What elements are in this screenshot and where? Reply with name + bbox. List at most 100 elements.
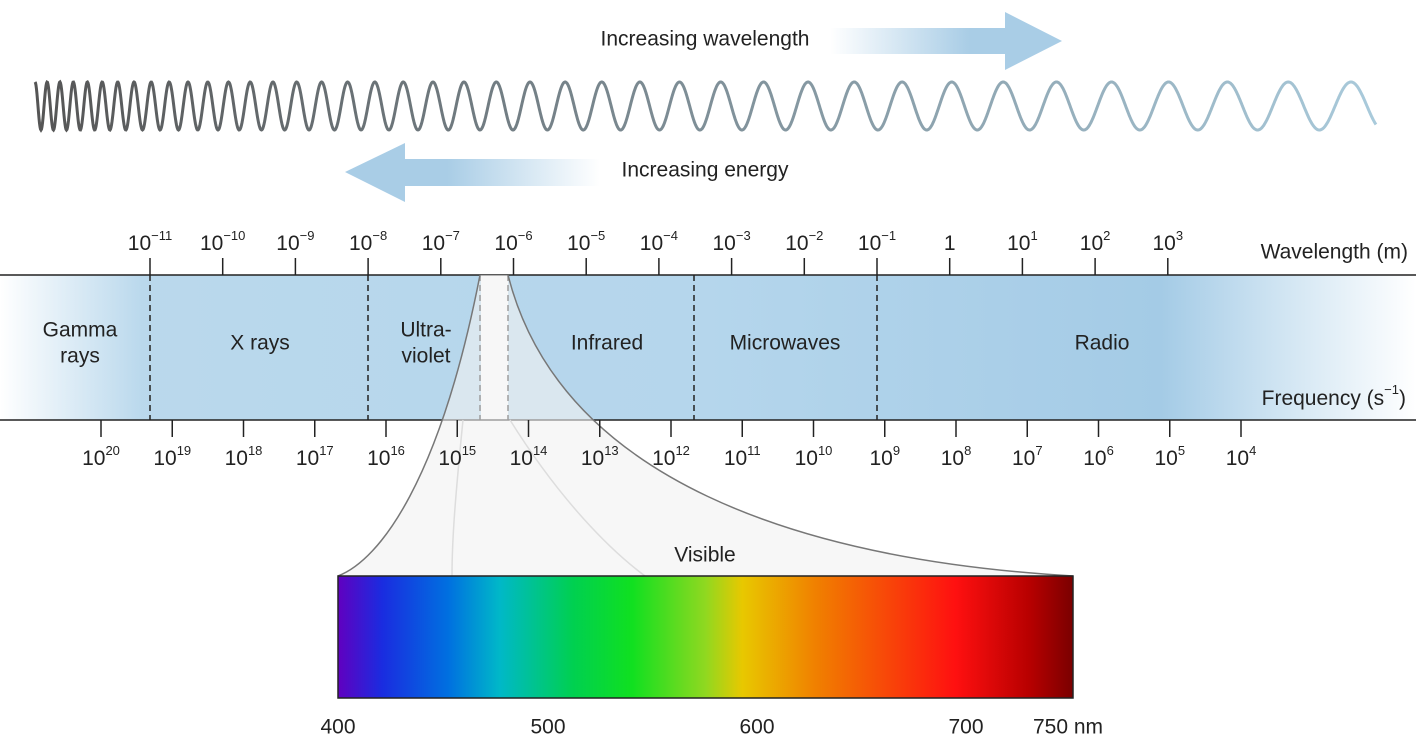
tick-base: 10	[640, 232, 663, 255]
tick-base: 10	[1080, 232, 1103, 255]
region-label: X rays	[230, 332, 290, 355]
generated: 10−11 10−10 10−9 10−8 10−7 10−6 10−5 10−4 10−3 10…	[43, 228, 1257, 738]
visible-curve	[337, 274, 481, 577]
tick-base: 10	[1154, 447, 1177, 470]
tick-sup: −10	[223, 228, 245, 243]
tick-label: 1017	[296, 443, 334, 469]
tick-label: 10−2	[785, 228, 823, 254]
tick-label: 1018	[225, 443, 263, 469]
tick-sup: −11	[151, 228, 172, 243]
tick-base: 10	[795, 447, 818, 470]
spectrum-band	[0, 275, 1416, 420]
tick-label: 1014	[510, 443, 548, 469]
tick-label: 109	[869, 443, 900, 469]
tick-base: 10	[225, 447, 248, 470]
wavelength-axis-label: Wavelength (m)	[1261, 241, 1408, 264]
tick-label: 1015	[438, 443, 476, 469]
tick-label: 1	[944, 232, 956, 255]
energy-arrow	[345, 143, 600, 202]
region-label: Ultra-	[400, 319, 451, 342]
tick-base: 10	[1226, 447, 1249, 470]
tick-sup: −4	[663, 228, 678, 243]
tick-label: 1016	[367, 443, 405, 469]
tick-base: 1	[944, 232, 956, 255]
wave	[33, 79, 1378, 133]
tick-label: 106	[1083, 443, 1114, 469]
tick-label: 1011	[724, 443, 761, 469]
tick-sup: 7	[1035, 443, 1042, 458]
tick-sup: 20	[105, 443, 119, 458]
tick-sup: 5	[1178, 443, 1185, 458]
tick-label: 10−7	[422, 228, 460, 254]
tick-label: 10−1	[858, 228, 896, 254]
tick-sup: 15	[462, 443, 476, 458]
tick-label: 10−10	[200, 228, 245, 254]
tick-sup: 6	[1107, 443, 1114, 458]
tick-base: 10	[869, 447, 892, 470]
tick-sup: 16	[390, 443, 404, 458]
wavelength-arrow-label: Increasing wavelength	[601, 28, 810, 51]
tick-label: 101	[1007, 228, 1038, 254]
tick-sup: 8	[964, 443, 971, 458]
tick-sup: 9	[893, 443, 900, 458]
region-label: Infrared	[571, 332, 643, 355]
tick-sup: 10	[818, 443, 832, 458]
tick-base: 10	[276, 232, 299, 255]
visible-curve	[507, 274, 1074, 577]
tick-label: 1020	[82, 443, 120, 469]
visible-spectrum	[337, 575, 1074, 699]
tick-base: 10	[713, 232, 736, 255]
tick-sup: −5	[590, 228, 605, 243]
frequency-axis-label: Frequency (s−1)	[1262, 382, 1406, 409]
visible-scale-label: 500	[530, 716, 565, 739]
tick-base: 10	[82, 447, 105, 470]
tick-base: 10	[296, 447, 319, 470]
tick-sup: 3	[1176, 228, 1183, 243]
tick-label: 107	[1012, 443, 1043, 469]
label-text: Frequency (s	[1262, 387, 1385, 410]
region-label: Microwaves	[730, 332, 841, 355]
visible-title: Visible	[674, 544, 735, 567]
visible-scale-label: 700	[948, 716, 983, 739]
tick-label: 1010	[795, 443, 833, 469]
tick-label: 10−8	[349, 228, 387, 254]
tick-base: 10	[1007, 232, 1030, 255]
visible-scale-label: 750 nm	[1033, 716, 1103, 739]
visible-curve	[509, 419, 646, 577]
tick-label: 10−6	[494, 228, 532, 254]
tick-label: 1013	[581, 443, 619, 469]
tick-sup: −2	[809, 228, 824, 243]
energy-arrow-label: Increasing energy	[622, 159, 789, 182]
visible-scale-label: 600	[739, 716, 774, 739]
tick-label: 108	[941, 443, 972, 469]
tick-base: 10	[652, 447, 675, 470]
tick-label: 10−4	[640, 228, 678, 254]
wavelength-arrow	[830, 12, 1062, 70]
tick-sup: −6	[518, 228, 533, 243]
tick-base: 10	[200, 232, 223, 255]
tick-sup: 11	[747, 443, 761, 458]
tick-base: 10	[858, 232, 881, 255]
tick-sup: 13	[604, 443, 618, 458]
tick-base: 10	[1012, 447, 1035, 470]
tick-label: 105	[1154, 443, 1185, 469]
tick-label: 10−5	[567, 228, 605, 254]
tick-label: 104	[1226, 443, 1257, 469]
region-label: violet	[401, 345, 450, 368]
region-label: Radio	[1075, 332, 1130, 355]
tick-base: 10	[128, 232, 151, 255]
tick-sup: 1	[1030, 228, 1037, 243]
tick-sup: 17	[319, 443, 333, 458]
tick-label: 10−11	[128, 228, 172, 254]
tick-sup: −1	[881, 228, 896, 243]
tick-sup: −7	[445, 228, 460, 243]
tick-base: 10	[349, 232, 372, 255]
tick-base: 10	[1083, 447, 1106, 470]
tick-sup: −9	[300, 228, 315, 243]
tick-base: 10	[724, 447, 747, 470]
tick-sup: −8	[372, 228, 387, 243]
tick-sup: 12	[675, 443, 689, 458]
label-sup: −1	[1384, 382, 1399, 397]
tick-label: 10−9	[276, 228, 314, 254]
